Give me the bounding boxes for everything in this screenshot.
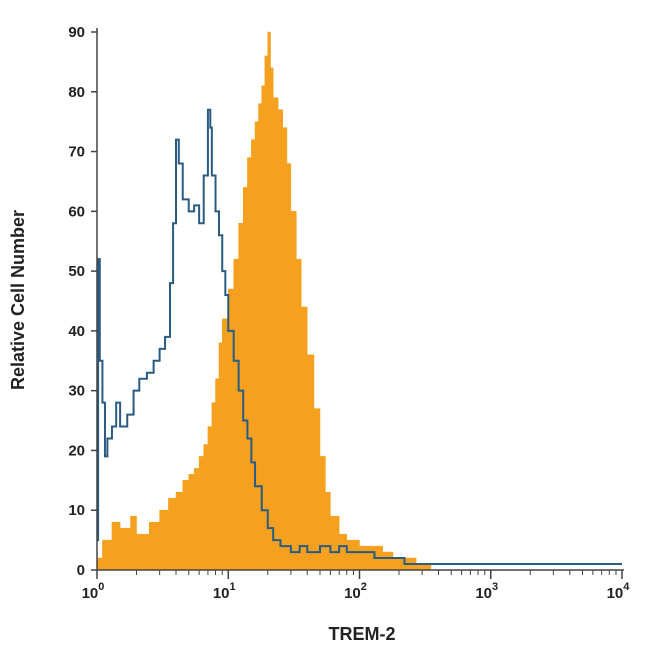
x-tick-label: 101: [213, 581, 236, 602]
y-ticks: 0 10 20 30 40 50 60 70 80 90: [68, 24, 97, 579]
y-tick-label: 50: [68, 263, 85, 280]
series-0-filled-histogram: [96, 31, 432, 571]
y-tick-label: 10: [68, 502, 85, 519]
y-tick-label: 30: [68, 383, 85, 400]
axes: [96, 28, 624, 571]
x-tick-base: 10: [475, 585, 492, 602]
x-ticks: 100 101 102 103 104: [82, 570, 631, 602]
x-tick-label: 102: [344, 581, 367, 602]
y-tick-label: 40: [68, 323, 85, 340]
x-tick-base: 10: [344, 585, 361, 602]
plot-marks: [96, 31, 622, 571]
y-tick-label: 20: [68, 442, 85, 459]
x-tick-exponent: 2: [361, 581, 367, 593]
x-tick-label: 104: [607, 581, 631, 602]
y-tick-label: 90: [68, 24, 85, 41]
y-tick-label: 60: [68, 203, 85, 220]
x-axis-title: TREM-2: [329, 624, 396, 644]
x-tick-exponent: 3: [492, 581, 498, 593]
x-tick-exponent: 0: [98, 581, 104, 593]
x-tick-base: 10: [82, 585, 99, 602]
y-tick-label: 80: [68, 84, 85, 101]
x-tick-base: 10: [607, 585, 624, 602]
y-axis-title: Relative Cell Number: [8, 210, 28, 390]
x-tick-exponent: 1: [230, 581, 236, 593]
y-tick-label: 0: [77, 562, 85, 579]
x-tick-label: 100: [82, 581, 105, 602]
y-tick-label: 70: [68, 144, 85, 161]
x-tick-base: 10: [213, 585, 230, 602]
x-tick-exponent: 4: [623, 581, 630, 593]
series-1-outline-histogram: [97, 108, 622, 566]
x-tick-label: 103: [475, 581, 498, 602]
